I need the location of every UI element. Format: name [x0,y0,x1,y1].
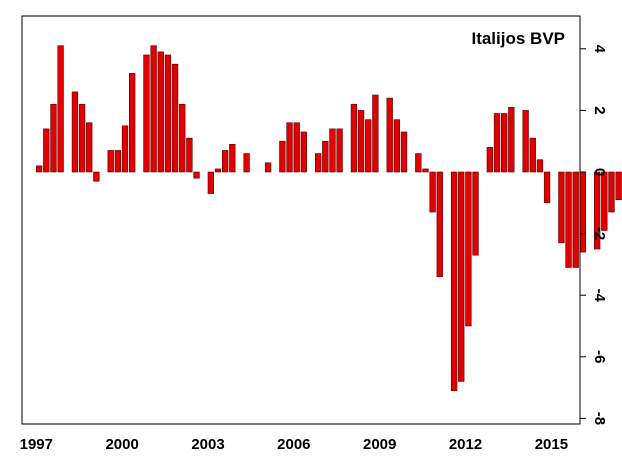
bar [501,113,508,173]
bar [579,171,586,253]
bar [43,128,50,173]
bars-group [36,45,622,391]
bar [243,153,250,173]
bar [129,73,136,173]
bar [93,171,100,182]
bar [365,119,372,173]
bar [164,54,172,173]
bar [594,171,601,250]
bar [207,171,214,194]
bar [572,171,579,268]
bar [429,171,436,213]
bar [300,131,307,173]
x-tick-label: 1997 [20,436,53,453]
x-tick-label: 2012 [449,436,482,453]
bar [615,171,622,201]
bar [336,128,343,173]
bar [422,168,429,173]
x-tick-label: 2009 [363,436,396,453]
bar [286,122,293,173]
bar [350,103,358,173]
bar [493,113,501,173]
plot-frame [21,15,581,425]
bar [193,171,200,179]
bar [121,125,129,173]
bar [329,128,336,173]
bar [222,150,229,173]
bar [536,159,544,173]
x-tick-label: 2006 [277,436,310,453]
bar [186,137,193,173]
bar [522,110,529,173]
bar [450,171,458,391]
bar [71,91,79,173]
bar [279,140,286,173]
bar [293,122,300,173]
bar [415,153,422,173]
y-axis: 4 2 0 -2 -4 -6 -8 [580,45,608,425]
bar [458,171,465,382]
bar [608,171,615,213]
y-tick-label: -4 [591,289,608,303]
y-tick-label: -2 [591,227,608,240]
bar [107,150,114,173]
bar [386,97,393,173]
bar [372,94,379,173]
bar [171,63,179,173]
bar [179,103,186,173]
y-tick-label: 2 [591,106,608,114]
bar [529,137,536,173]
bar [508,107,515,173]
bar [150,45,157,173]
bar [78,103,86,173]
bar [50,103,57,173]
bar [465,171,472,327]
x-tick-label: 2015 [535,436,568,453]
bar [322,140,329,173]
bar [214,168,222,173]
bar [486,147,493,173]
bar [436,171,443,278]
bar [400,131,408,173]
bar [114,150,121,173]
x-axis: 1997 2000 2003 2006 2009 2012 2015 [20,436,568,453]
bar [601,171,608,231]
bar [86,122,93,173]
bar [143,54,150,173]
bar [36,165,43,173]
y-tick-label: -8 [591,412,608,425]
bar [315,153,322,173]
bar [393,119,400,173]
bar [558,171,565,244]
bar [264,162,272,173]
bar [57,45,64,173]
y-tick-label: 4 [591,45,608,54]
chart-title: Italijos BVP [471,29,565,48]
y-tick-label: -6 [591,350,608,363]
x-tick-label: 2003 [191,436,224,453]
bar [543,171,551,204]
bar [229,143,236,173]
bar [157,51,164,173]
bar [565,171,572,268]
x-tick-label: 2000 [105,436,138,453]
bar [357,110,365,173]
y-tick-label: 0 [591,168,608,176]
bar [472,171,479,256]
